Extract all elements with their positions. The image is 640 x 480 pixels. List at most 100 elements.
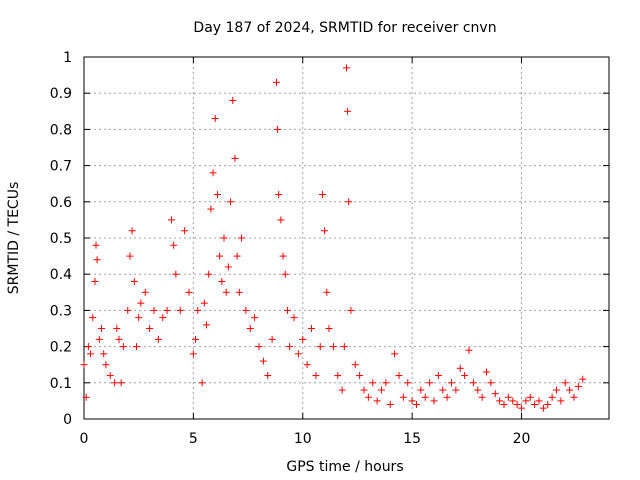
x-tick-label: 10 [294, 431, 312, 447]
data-point [229, 96, 237, 104]
data-point [150, 306, 158, 314]
data-point [351, 361, 359, 369]
data-point [557, 397, 565, 405]
data-point [531, 401, 539, 409]
x-axis-label: GPS time / hours [286, 459, 403, 475]
data-point [574, 382, 582, 390]
data-point [222, 288, 230, 296]
y-tick-label: 0.6 [50, 195, 72, 211]
data-point [579, 375, 587, 383]
data-point [231, 154, 239, 162]
data-point [491, 390, 499, 398]
data-point [382, 379, 390, 387]
data-point [111, 379, 119, 387]
data-point [391, 350, 399, 358]
data-point [192, 335, 200, 343]
data-point [308, 325, 315, 332]
data-point [275, 191, 283, 199]
data-point [345, 198, 353, 206]
data-point [255, 343, 263, 351]
data-point [84, 343, 92, 351]
data-point [87, 350, 95, 358]
data-point [264, 372, 272, 380]
y-tick-label: 0.5 [50, 231, 72, 247]
x-tick-label: 15 [403, 431, 421, 447]
data-point [553, 386, 560, 394]
data-point [290, 314, 298, 322]
data-point [216, 252, 224, 260]
data-point [456, 364, 464, 372]
data-point [378, 386, 385, 394]
data-point [203, 321, 210, 329]
data-point [509, 397, 517, 405]
data-point [274, 125, 282, 133]
y-tick-label: 0.7 [50, 159, 72, 175]
data-point [483, 368, 490, 376]
data-point [189, 350, 197, 358]
data-point [220, 234, 228, 242]
x-tick-label: 20 [513, 431, 531, 447]
data-point [224, 263, 232, 271]
data-point [95, 335, 103, 343]
data-point [130, 277, 138, 285]
data-point [395, 372, 403, 380]
data-point [279, 252, 287, 260]
data-point [408, 397, 416, 405]
data-point [163, 306, 171, 314]
data-point [233, 252, 241, 260]
data-point [80, 361, 88, 369]
data-point [133, 343, 140, 351]
data-point [117, 379, 125, 387]
data-point [452, 386, 460, 394]
data-point [299, 335, 307, 343]
data-point [500, 401, 508, 409]
y-axis-label: SRMTID / TECUs [6, 182, 22, 295]
data-point [347, 306, 355, 314]
data-point [235, 288, 243, 296]
data-point [334, 372, 342, 380]
data-point [102, 361, 110, 369]
data-point [135, 314, 143, 322]
data-point [413, 401, 420, 409]
data-point [93, 256, 101, 264]
data-point [448, 379, 455, 387]
data-point [281, 270, 289, 278]
x-tick-label: 0 [80, 431, 89, 447]
data-point [100, 350, 108, 358]
y-tick-label: 0.2 [50, 340, 72, 356]
data-point [369, 379, 377, 387]
data-point [273, 78, 280, 86]
x-tick-label: 5 [189, 431, 198, 447]
data-point [205, 270, 213, 278]
data-point [286, 343, 294, 351]
data-point [312, 372, 320, 380]
y-tick-label: 0.4 [50, 267, 72, 283]
data-point [170, 241, 178, 249]
y-tick-label: 1 [63, 50, 72, 66]
data-point [211, 115, 219, 123]
data-point [227, 198, 235, 206]
data-point [259, 357, 267, 365]
data-point [124, 306, 132, 314]
data-point [213, 191, 221, 199]
data-point [434, 372, 442, 380]
data-point [200, 299, 208, 307]
axis-ticks: 00.10.20.30.40.50.60.70.80.910 5 10 15 20 [50, 50, 609, 447]
data-point [218, 277, 226, 285]
data-point [141, 288, 149, 296]
data-point [316, 343, 324, 351]
data-point [439, 386, 447, 394]
y-tick-label: 0 [63, 412, 72, 428]
data-point [340, 343, 348, 351]
data-point [539, 404, 547, 412]
data-point [238, 234, 245, 242]
data-point [246, 325, 254, 332]
data-point [478, 393, 486, 401]
data-point [89, 314, 97, 322]
data-point [356, 372, 364, 380]
data-point [360, 386, 368, 394]
data-point [168, 216, 175, 224]
data-point [181, 227, 189, 235]
gridlines [84, 57, 609, 419]
